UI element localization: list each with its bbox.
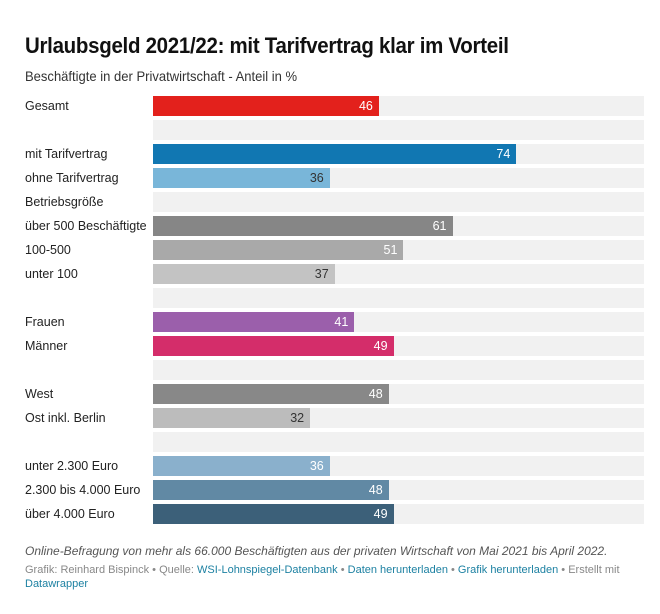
chart-row: unter 2.300 Euro 36 [0, 456, 660, 476]
value-label: 46 [358, 99, 373, 113]
bar-track: 51 [153, 240, 644, 260]
value-label: 48 [368, 387, 383, 401]
category-label: Ost inkl. Berlin [25, 411, 106, 425]
bar: 51 [153, 240, 404, 260]
chart-row: Männer 49 [0, 336, 660, 356]
value-label: 32 [290, 411, 305, 425]
bar-track [153, 192, 644, 212]
bar: 61 [153, 216, 453, 236]
source-link[interactable]: WSI-Lohnspiegel-Datenbank [197, 564, 338, 576]
bar: 36 [153, 168, 330, 188]
chart-title: Urlaubsgeld 2021/22: mit Tarifvertrag kl… [25, 33, 509, 58]
bar: 46 [153, 96, 379, 116]
bar-track: 48 [153, 480, 644, 500]
separator: • [561, 564, 566, 576]
bar: 48 [153, 480, 389, 500]
bar: 37 [153, 264, 335, 284]
category-label: 100-500 [25, 243, 71, 257]
datawrapper-link[interactable]: Datawrapper [25, 578, 88, 590]
category-label: Männer [25, 339, 68, 353]
chart-row [0, 288, 660, 308]
category-label: 2.300 bis 4.000 Euro [25, 483, 141, 497]
bar-track: 49 [153, 336, 644, 356]
value-label: 36 [309, 459, 324, 473]
chart-row [0, 432, 660, 452]
bar-track: 37 [153, 264, 644, 284]
bar: 49 [153, 336, 394, 356]
chart-row: Gesamt 46 [0, 96, 660, 116]
category-label: mit Tarifvertrag [25, 147, 108, 161]
bar: 48 [153, 384, 389, 404]
bar-track: 41 [153, 312, 644, 332]
chart-row: unter 100 37 [0, 264, 660, 284]
value-label: 48 [368, 483, 383, 497]
graphic-credit: Grafik: Reinhard Bispinck [25, 564, 150, 576]
chart-row: 2.300 bis 4.000 Euro 48 [0, 480, 660, 500]
bar: 74 [153, 144, 517, 164]
separator: • [340, 564, 345, 576]
bar-track: 46 [153, 96, 644, 116]
chart-footer: Grafik: Reinhard Bispinck • Quelle: WSI-… [25, 563, 635, 591]
source-prefix: Quelle: [159, 564, 194, 576]
chart-notes: Online-Befragung von mehr als 66.000 Bes… [25, 544, 608, 558]
bar-track: 74 [153, 144, 644, 164]
bar-track: 61 [153, 216, 644, 236]
download-graphic-link[interactable]: Grafik herunterladen [457, 564, 559, 576]
category-label: Betriebsgröße [25, 195, 104, 209]
bar: 32 [153, 408, 311, 428]
value-label: 51 [383, 243, 398, 257]
value-label: 61 [432, 219, 447, 233]
bar-track: 32 [153, 408, 644, 428]
category-label: West [25, 387, 54, 401]
chart-row [0, 120, 660, 140]
chart-row: Frauen 41 [0, 312, 660, 332]
value-label: 49 [373, 339, 388, 353]
chart-row: Betriebsgröße [0, 192, 660, 212]
category-label: ohne Tarifvertrag [25, 171, 119, 185]
value-label: 49 [373, 507, 388, 521]
chart-row [0, 360, 660, 380]
chart-row: West 48 [0, 384, 660, 404]
bar: 36 [153, 456, 330, 476]
chart-row: mit Tarifvertrag 74 [0, 144, 660, 164]
created-with-label: Erstellt mit [568, 564, 620, 576]
category-label: unter 2.300 Euro [25, 459, 119, 473]
value-label: 36 [309, 171, 324, 185]
separator: • [152, 564, 157, 576]
bar-track: 49 [153, 504, 644, 524]
value-label: 37 [314, 267, 329, 281]
chart-row: Ost inkl. Berlin 32 [0, 408, 660, 428]
bar-track: 36 [153, 168, 644, 188]
separator: • [451, 564, 455, 576]
bar-track [153, 432, 644, 452]
bar-track [153, 360, 644, 380]
chart-row: 100-500 51 [0, 240, 660, 260]
category-label: über 4.000 Euro [25, 507, 115, 521]
category-label: über 500 Beschäftigte [25, 219, 147, 233]
category-label: Gesamt [25, 99, 69, 113]
chart-row: über 4.000 Euro 49 [0, 504, 660, 524]
chart-subtitle: Beschäftigte in der Privatwirtschaft - A… [25, 68, 298, 84]
download-data-link[interactable]: Daten herunterladen [347, 564, 448, 576]
category-label: Frauen [25, 315, 65, 329]
value-label: 74 [496, 147, 511, 161]
bar-chart: Gesamt 46 mit Tarifvertrag 74 ohne Tarifvert… [0, 96, 660, 526]
bar: 49 [153, 504, 394, 524]
bar-track: 48 [153, 384, 644, 404]
bar-track [153, 120, 644, 140]
value-label: 41 [334, 315, 349, 329]
category-label: unter 100 [25, 267, 78, 281]
bar-track: 36 [153, 456, 644, 476]
bar: 41 [153, 312, 355, 332]
bar-track [153, 288, 644, 308]
chart-row: über 500 Beschäftigte 61 [0, 216, 660, 236]
chart-row: ohne Tarifvertrag 36 [0, 168, 660, 188]
